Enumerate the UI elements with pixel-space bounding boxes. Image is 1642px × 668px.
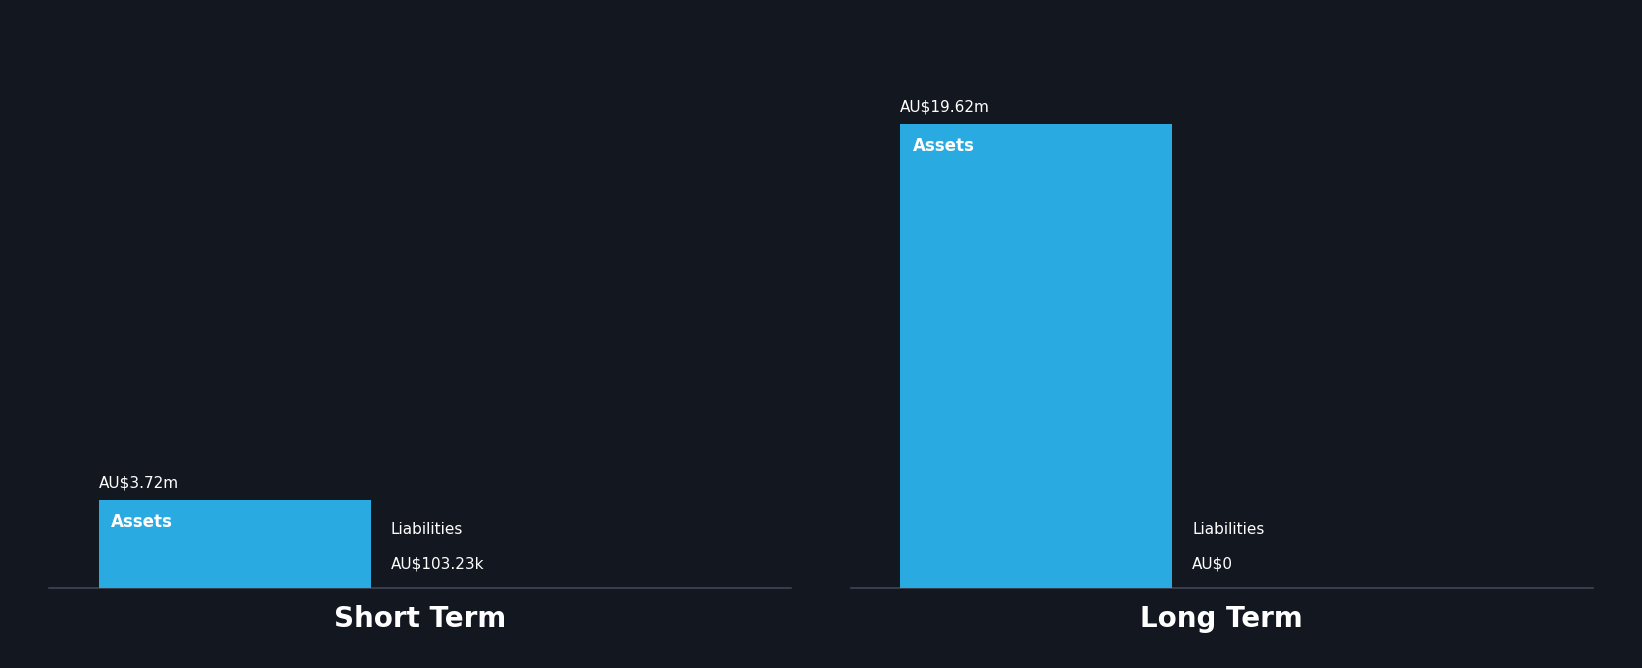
Text: AU$19.62m: AU$19.62m <box>900 100 990 114</box>
Text: AU$3.72m: AU$3.72m <box>99 475 179 490</box>
Text: Assets: Assets <box>112 513 172 531</box>
X-axis label: Short Term: Short Term <box>335 605 506 633</box>
Text: AU$0: AU$0 <box>1192 557 1233 572</box>
X-axis label: Long Term: Long Term <box>1140 605 1304 633</box>
Text: AU$103.23k: AU$103.23k <box>391 557 484 572</box>
Text: Assets: Assets <box>913 137 974 155</box>
Bar <box>900 124 1172 588</box>
Bar <box>99 500 371 588</box>
Text: Liabilities: Liabilities <box>1192 522 1264 537</box>
Text: Liabilities: Liabilities <box>391 522 463 537</box>
